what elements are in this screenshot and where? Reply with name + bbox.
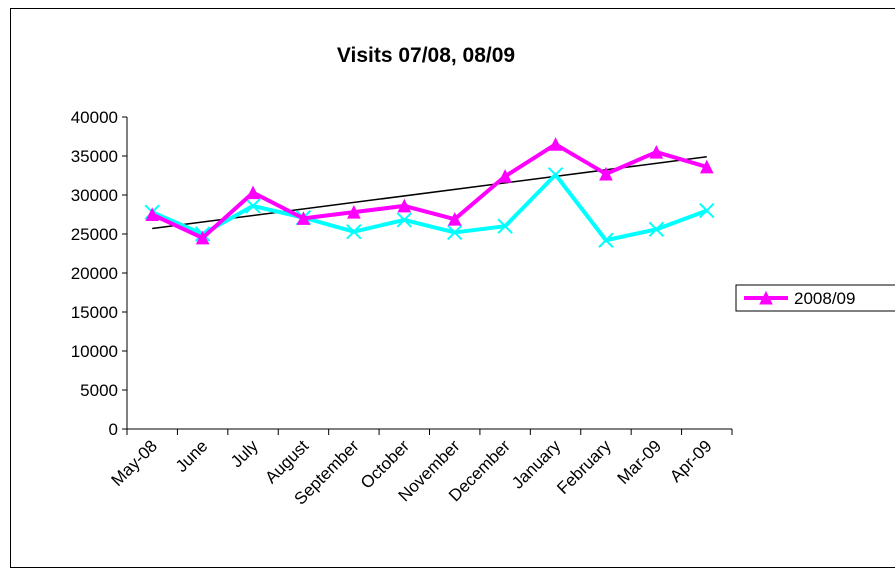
plot-area: 0 5000 10000 15000 20000 25000 30000 35000 40000… [71,108,733,509]
series-cyan-point [648,221,665,238]
series-2008-09-point [599,166,613,181]
chart-canvas: Visits 07/08, 08/09 0 5000 10000 15000 20000… [71,44,895,509]
x-tick-label: May-08 [108,436,162,490]
series-2008-09-point [649,144,664,159]
y-tick-label: 40000 [71,108,118,127]
series-2008-09-point [296,211,311,225]
y-tick-label: 5000 [80,381,118,400]
series-cyan-point [346,223,362,240]
series-2008-09-point [447,212,462,226]
x-tick-label: Mar-09 [614,436,666,488]
x-tick-label: June [172,436,212,476]
series-2008-09-point [347,205,361,219]
chart-frame: Visits 07/08, 08/09 0 5000 10000 15000 20000… [10,8,895,568]
series-cyan-point [598,232,614,248]
series-cyan-line [151,172,708,243]
y-tick-label: 35000 [71,147,118,166]
y-tick-label: 30000 [71,186,118,205]
legend-marker [759,290,773,305]
series-2008-09-point [699,159,714,174]
series-cyan-point [497,218,513,234]
series-2008-09-point [195,230,210,245]
series-cyan-point [245,198,261,214]
series-2008-09-point [548,137,563,151]
x-tick-label: February [553,436,615,498]
chart-title: Visits 07/08, 08/09 [337,44,515,67]
series-2008-09-point [397,198,412,213]
y-tick-label: 25000 [71,225,118,244]
x-tick-label: Apr-09 [666,436,716,486]
y-tick-label: 0 [109,420,118,439]
y-tick-label: 10000 [71,342,118,361]
series-cyan-point [447,224,463,241]
series-cyan-point [699,202,715,219]
legend-label: 2008/09 [794,289,855,308]
x-tick-label: July [227,436,262,471]
legend: 2008/09 [735,284,895,312]
series-2008-09-point [145,207,160,221]
series-2008-09-line [151,142,708,240]
series-cyan-point [547,167,564,183]
y-tick-label: 20000 [71,264,118,283]
series-cyan-point [396,212,412,228]
series-2008-09-point [246,185,260,200]
y-tick-label: 15000 [71,303,118,322]
series-2008-09-point [498,169,512,183]
